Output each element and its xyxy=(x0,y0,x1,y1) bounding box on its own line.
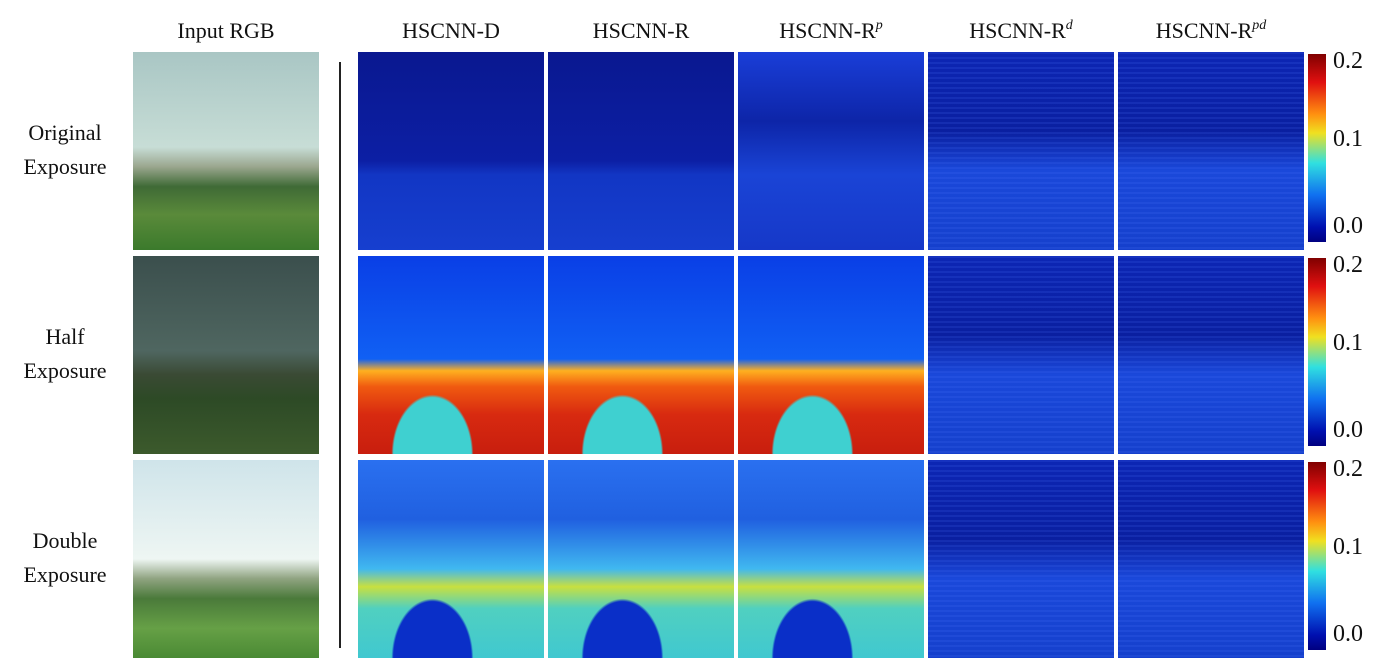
colorbar xyxy=(1308,258,1326,446)
row-label: Half Exposure xyxy=(0,320,130,388)
row-label-line: Exposure xyxy=(23,358,107,383)
colorbar-tick-label: 0.0 xyxy=(1333,417,1363,443)
header-text: HSCNN-R xyxy=(779,18,876,43)
error-map xyxy=(358,256,544,454)
column-header: Input RGB xyxy=(177,18,275,43)
error-map xyxy=(928,460,1114,658)
colorbar-tick-label: 0.1 xyxy=(1333,534,1363,560)
column-header: HSCNN-Rpd xyxy=(1111,18,1311,44)
error-map xyxy=(358,52,544,250)
header-text: HSCNN-D xyxy=(402,18,500,43)
colorbar xyxy=(1308,54,1326,242)
row-label: Original Exposure xyxy=(0,116,130,184)
header-superscript: d xyxy=(1065,18,1073,33)
error-map xyxy=(548,460,734,658)
header-text: HSCNN-R xyxy=(592,18,690,43)
error-map xyxy=(738,256,924,454)
header-text: HSCNN-R xyxy=(969,18,1066,43)
column-header: HSCNN-Rd xyxy=(921,18,1121,44)
header-text: HSCNN-R xyxy=(1155,18,1253,43)
colorbar-tick-label: 0.1 xyxy=(1333,330,1363,356)
column-header: HSCNN-Rp xyxy=(731,18,931,44)
input-image xyxy=(133,256,319,454)
error-map xyxy=(548,256,734,454)
colorbar-tick-label: 0.2 xyxy=(1333,456,1363,482)
error-map xyxy=(738,460,924,658)
colorbar-tick-label: 0.2 xyxy=(1333,252,1363,278)
header-superscript: pd xyxy=(1252,18,1267,33)
error-map xyxy=(358,460,544,658)
row-label: Double Exposure xyxy=(0,524,130,592)
error-map xyxy=(738,52,924,250)
error-map xyxy=(1118,460,1304,658)
colorbar-tick-label: 0.0 xyxy=(1333,621,1363,647)
input-image xyxy=(133,460,319,658)
row-label-line: Double xyxy=(32,528,98,553)
error-map xyxy=(928,52,1114,250)
error-map xyxy=(1118,256,1304,454)
row-label-line: Half xyxy=(45,324,85,349)
colorbar xyxy=(1308,462,1326,650)
row-label-line: Exposure xyxy=(23,154,107,179)
error-map xyxy=(548,52,734,250)
row-label-line: Exposure xyxy=(23,562,107,587)
colorbar-tick-label: 0.0 xyxy=(1333,213,1363,239)
divider xyxy=(339,62,341,648)
input-image xyxy=(133,52,319,250)
column-header: HSCNN-D xyxy=(351,18,551,44)
error-map xyxy=(1118,52,1304,250)
error-map xyxy=(928,256,1114,454)
colorbar-tick-label: 0.1 xyxy=(1333,126,1363,152)
row-label-line: Original xyxy=(28,120,102,145)
colorbar-tick-label: 0.2 xyxy=(1333,48,1363,74)
header-superscript: p xyxy=(875,18,883,33)
column-header: HSCNN-R xyxy=(541,18,741,44)
